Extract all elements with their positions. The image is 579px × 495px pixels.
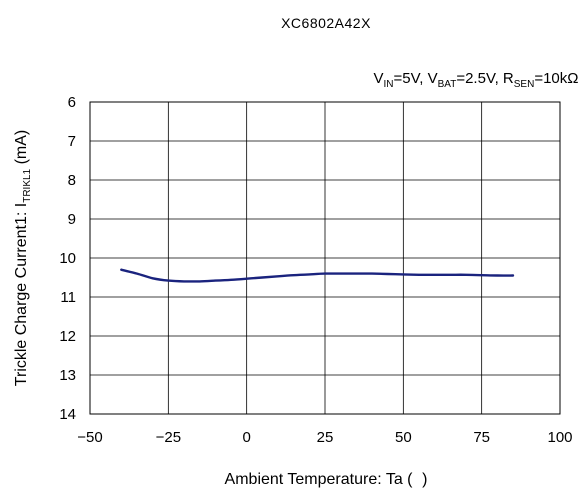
y-tick-label: 6	[68, 94, 76, 111]
y-tick-label: 13	[59, 367, 76, 384]
x-tick-label: −25	[156, 429, 181, 446]
x-tick-label: 50	[395, 429, 412, 446]
y-tick-labels: 6 7 8 9 10 11 12 13 14	[59, 94, 76, 423]
y-tick-label: 14	[59, 406, 76, 423]
x-tick-labels: −50 −25 0 25 50 75 100	[77, 429, 572, 446]
y-tick-label: 9	[68, 211, 76, 228]
y-axis-label-unit: (mA)	[13, 130, 30, 169]
series-layer	[120, 268, 515, 283]
vbat-value: =2.5V,	[456, 70, 503, 87]
x-axis-label: Ambient Temperature: Ta ( )	[225, 471, 428, 488]
vbat-subscript: BAT	[438, 79, 457, 90]
vin-symbol: V	[374, 70, 384, 87]
rsen-value: =10kΩ	[534, 70, 578, 87]
y-axis-label-main: Trickle Charge Current1: I	[13, 203, 30, 386]
vin-value: =5V,	[394, 70, 428, 87]
y-tick-label: 11	[60, 289, 76, 306]
vbat-symbol: V	[428, 70, 438, 87]
x-tick-label: −50	[77, 429, 102, 446]
rsen-symbol: R	[503, 70, 514, 87]
y-tick-label: 7	[68, 133, 76, 150]
y-tick-label: 10	[59, 250, 76, 267]
y-tick-label: 12	[59, 328, 76, 345]
y-tick-label: 8	[68, 172, 76, 189]
chart-title: XC6802A42X	[281, 15, 371, 31]
rsen-subscript: SEN	[514, 79, 535, 90]
x-tick-label: 0	[242, 429, 250, 446]
vin-subscript: IN	[384, 79, 394, 90]
y-axis-label: Trickle Charge Current1: ITRIKL1 (mA)	[13, 130, 33, 386]
x-tick-label: 25	[317, 429, 334, 446]
x-tick-label: 100	[547, 429, 572, 446]
series-line	[120, 268, 515, 283]
x-tick-label: 75	[473, 429, 490, 446]
grid	[90, 102, 560, 414]
y-axis-label-subscript: TRIKL1	[22, 168, 33, 202]
plot-frame	[89, 101, 561, 415]
test-conditions: VIN=5V, VBAT=2.5V, RSEN=10kΩ	[374, 70, 579, 90]
